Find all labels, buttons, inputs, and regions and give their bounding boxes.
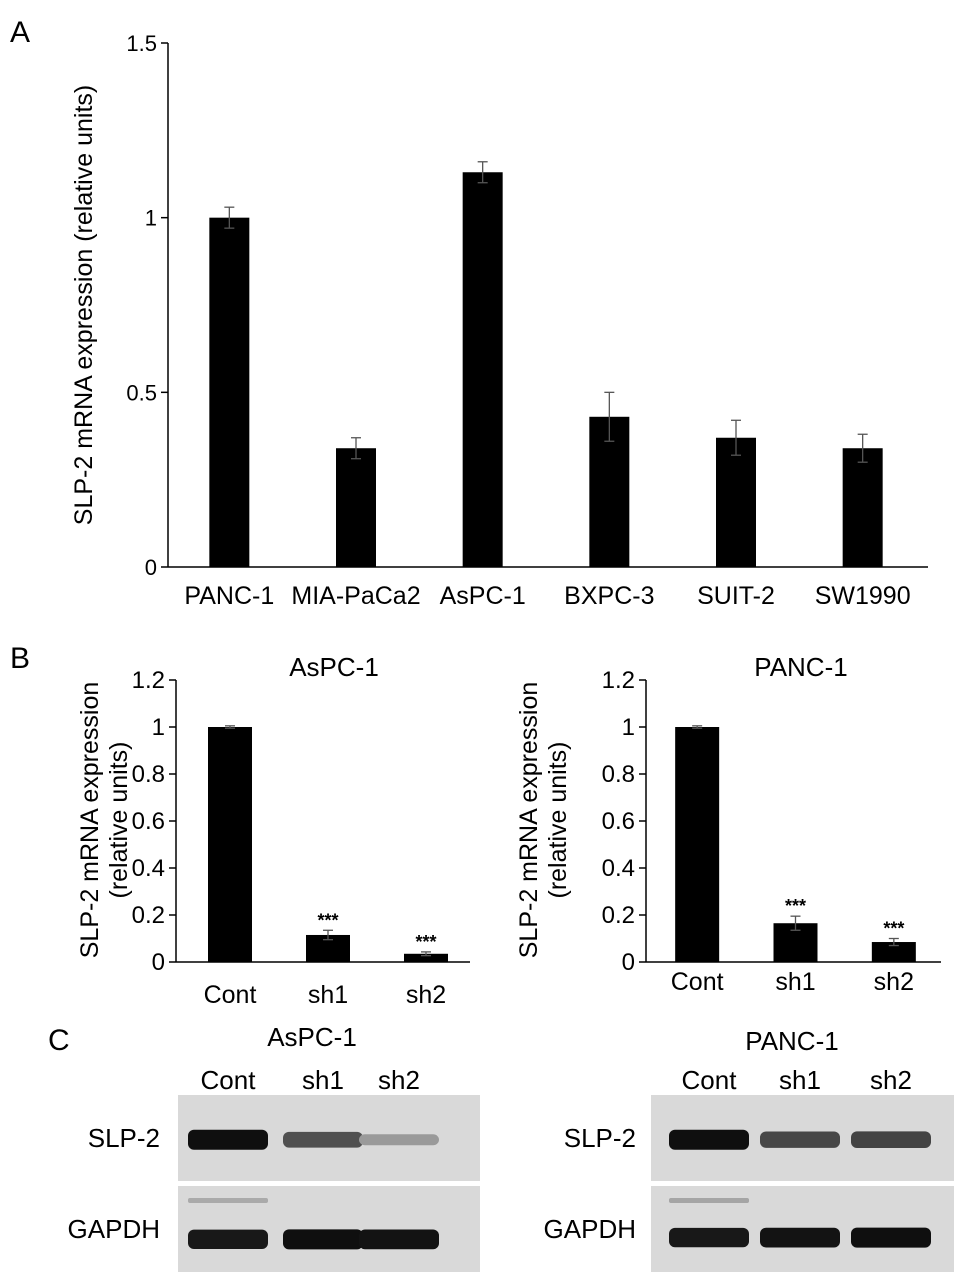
blot-band [669, 1130, 749, 1150]
x-tick-label: AsPC-1 [440, 582, 526, 610]
y-tick-label: 0 [622, 949, 635, 976]
panel-letter-b: B [10, 642, 30, 675]
y-tick-label: 0.2 [602, 902, 635, 929]
blot-band [188, 1230, 268, 1249]
western-blot-aspc1: AsPC-1 Cont sh1 sh2 SLP-2 GAPDH [68, 1022, 480, 1272]
y-tick-label: 0.6 [602, 808, 635, 835]
blot-row-label: GAPDH [68, 1214, 160, 1244]
chart-title: PANC-1 [754, 652, 847, 682]
y-tick-label: 1 [145, 206, 157, 231]
lane-label: Cont [682, 1065, 738, 1095]
blot-band [760, 1132, 840, 1148]
blot-row-label: GAPDH [544, 1214, 636, 1244]
significance-label: *** [883, 919, 904, 939]
y-axis-label-line: (relative units) [105, 742, 133, 899]
x-tick-label: BXPC-3 [564, 582, 654, 610]
lane-label: Cont [201, 1065, 257, 1095]
blot-band [283, 1229, 363, 1249]
y-axis-label: SLP-2 mRNA expression (relative units) [70, 85, 98, 525]
bar-mia-paca2 [336, 448, 376, 567]
blot-row-label: SLP-2 [564, 1123, 636, 1153]
y-tick-label: 0.8 [132, 761, 165, 788]
blot-band [359, 1134, 439, 1145]
lane-label: sh2 [378, 1065, 420, 1095]
panel-letter-a: A [10, 16, 30, 49]
lane-label: sh1 [779, 1065, 821, 1095]
y-tick-label: 0.5 [126, 380, 157, 405]
blot-band [669, 1228, 749, 1247]
bar-sw1990 [843, 448, 883, 567]
y-tick-label: 1.2 [602, 667, 635, 694]
blot-band [283, 1132, 363, 1148]
y-axis-label-line: (relative units) [544, 742, 572, 899]
panel-letter-c: C [48, 1024, 70, 1057]
bar-cont [208, 727, 252, 962]
chart-b-aspc1: 0 0.2 0.4 0.6 0.8 1 1.2 Cont *** sh1 *** sh2 SLP-2 m… [76, 652, 470, 1009]
y-tick-label: 0.4 [132, 855, 165, 882]
y-tick-label: 1.5 [126, 31, 157, 56]
x-tick-label: sh1 [775, 968, 815, 996]
blot-band [188, 1130, 268, 1150]
y-tick-label: 0.8 [602, 761, 635, 788]
blot-title: PANC-1 [745, 1026, 838, 1056]
x-tick-label: SW1990 [815, 582, 911, 610]
x-tick-label: MIA-PaCa2 [291, 582, 420, 610]
y-tick-label: 1 [622, 714, 635, 741]
blot-band-faint [669, 1198, 749, 1203]
lane-label: sh2 [870, 1065, 912, 1095]
y-tick-label: 0.6 [132, 808, 165, 835]
y-tick-label: 0 [152, 949, 165, 976]
chart-b-panc1: 0 0.2 0.4 0.6 0.8 1 1.2 Cont *** sh1 *** sh2 SLP-2 m… [515, 652, 941, 996]
y-tick-label: 1 [152, 714, 165, 741]
chart-title: AsPC-1 [289, 652, 379, 682]
x-tick-label: Cont [671, 968, 724, 996]
y-tick-label: 1.2 [132, 667, 165, 694]
x-tick-label: sh1 [308, 981, 348, 1009]
chart-a: 0 0.5 1 1.5 PANC-1 MIA-PaCa2 AsPC-1 BXPC-3 SUIT-… [70, 31, 928, 610]
blot-band [760, 1228, 840, 1248]
bar-panc-1 [209, 218, 249, 567]
x-tick-label: sh2 [874, 968, 914, 996]
y-tick-label: 0 [145, 555, 157, 580]
bar-cont [675, 727, 719, 962]
x-tick-label: SUIT-2 [697, 582, 775, 610]
x-tick-label: Cont [204, 981, 257, 1009]
blot-band [359, 1229, 439, 1249]
blot-band [851, 1228, 931, 1248]
blot-band [851, 1131, 931, 1148]
x-tick-label: PANC-1 [184, 582, 274, 610]
significance-label: *** [415, 932, 436, 952]
x-tick-label: sh2 [406, 981, 446, 1009]
significance-label: *** [317, 910, 338, 930]
blot-row-label: SLP-2 [88, 1123, 160, 1153]
bar-aspc-1 [463, 172, 503, 567]
y-tick-label: 0.4 [602, 855, 635, 882]
significance-label: *** [785, 896, 806, 916]
blot-band-faint [188, 1198, 268, 1203]
blot-title: AsPC-1 [267, 1022, 357, 1052]
y-axis-label-line: SLP-2 mRNA expression [515, 682, 543, 959]
lane-label: sh1 [302, 1065, 344, 1095]
y-tick-label: 0.2 [132, 902, 165, 929]
bar-suit-2 [716, 438, 756, 567]
y-axis-label-line: SLP-2 mRNA expression [76, 682, 104, 959]
